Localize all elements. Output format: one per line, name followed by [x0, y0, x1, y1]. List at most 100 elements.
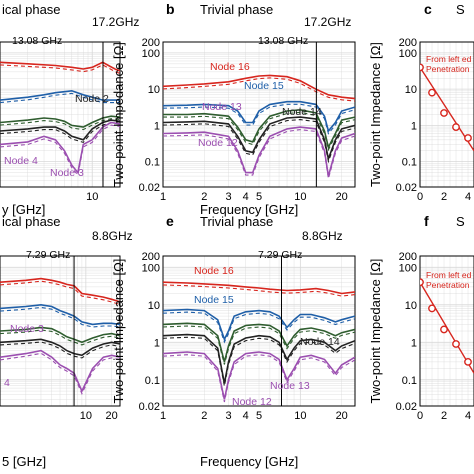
- data-point: [420, 278, 424, 287]
- x-tick-label: 20: [106, 410, 118, 422]
- node-label: Node 16: [194, 265, 234, 277]
- series-line-green: [163, 108, 355, 150]
- y-tick-label: 0.1: [145, 375, 160, 387]
- panel-title: ical phase: [2, 2, 61, 17]
- y-tick-label: 200: [142, 251, 160, 263]
- node-label: Node 14: [282, 106, 322, 118]
- x-tick-label: 1: [160, 191, 166, 203]
- y-tick-label: 0.02: [139, 182, 160, 194]
- y-tick-label: 0.02: [396, 401, 417, 413]
- marker-annotation: 13.08 GHz: [12, 35, 62, 47]
- x-axis-label: 5 [GHz]: [2, 454, 46, 469]
- y-tick-label: 100: [142, 262, 160, 274]
- x-tick-label: 3: [225, 191, 231, 203]
- x-tick-label: 10: [294, 191, 306, 203]
- y-tick-label: 10: [405, 300, 417, 312]
- y-tick-label: 1: [411, 337, 417, 349]
- marker-frequency: 8.8GHz: [302, 229, 343, 243]
- data-point: [464, 134, 472, 142]
- y-tick-label: 100: [399, 48, 417, 60]
- series-line-black: [0, 119, 120, 141]
- y-tick-label: 0.1: [402, 375, 417, 387]
- node-label: Node 12: [232, 396, 272, 408]
- panel-label: b: [166, 1, 175, 17]
- series-dashed-red: [0, 280, 120, 306]
- panel-title: S: [456, 2, 465, 17]
- series-dashed-black: [0, 341, 120, 359]
- plot-frame: [0, 41, 121, 188]
- plot-frame: [0, 255, 121, 407]
- y-axis-label: Two-point Impedance [Ω]: [111, 259, 126, 404]
- legend-entry: From left ed: [426, 270, 472, 280]
- marker-frequency: 8.8GHz: [92, 229, 133, 243]
- data-point: [452, 123, 460, 131]
- marker-annotation: 7.29 GHz: [26, 249, 70, 261]
- series-line-blue: [163, 308, 355, 342]
- node-label: 4: [4, 377, 10, 389]
- y-axis-label: Two-point Impedance [Ω]: [368, 259, 383, 404]
- x-tick-label: 10: [294, 410, 306, 422]
- series-line-red: [0, 277, 120, 303]
- data-point: [452, 340, 460, 348]
- marker-annotation: 7.29 GHz: [258, 249, 302, 261]
- legend-entry: Penetration: [426, 64, 470, 74]
- panel-title: ical phase: [2, 214, 61, 229]
- series-dashed-black: [163, 336, 355, 387]
- series-dashed-blue: [0, 306, 120, 328]
- x-tick-label: 2: [441, 410, 447, 422]
- series-dashed-purple: [0, 352, 120, 396]
- x-tick-label: 2: [201, 191, 207, 203]
- node-label: Node 14: [300, 336, 340, 348]
- x-tick-label: 2: [201, 410, 207, 422]
- data-point: [464, 357, 472, 366]
- series-dashed-blue: [163, 103, 355, 135]
- plot-area-c: [420, 63, 474, 152]
- plot-area-e: [163, 256, 355, 406]
- panel-title: S: [456, 214, 465, 229]
- plot-area-a: [0, 42, 120, 187]
- x-tick-label: 0: [417, 410, 423, 422]
- data-point: [440, 109, 448, 117]
- y-tick-label: 0.02: [396, 182, 417, 194]
- y-tick-label: 1: [154, 337, 160, 349]
- y-tick-label: 100: [399, 262, 417, 274]
- data-point: [440, 325, 448, 334]
- data-point: [420, 63, 424, 72]
- grid-f: [420, 256, 474, 406]
- node-label: Node 3: [10, 323, 44, 335]
- plot-area-b: [163, 42, 355, 187]
- x-tick-label: 4: [243, 410, 249, 422]
- legend-entry: From left ed: [426, 54, 472, 64]
- series-dashed-purple: [0, 124, 120, 177]
- x-tick-label: 1: [160, 410, 166, 422]
- x-tick-label: 0: [417, 191, 423, 203]
- plot-area-d: [0, 256, 120, 406]
- series-line-blue: [163, 100, 355, 133]
- node-label: Node 15: [194, 294, 234, 306]
- panel-title: Trivial phase: [200, 2, 273, 17]
- y-tick-label: 200: [399, 251, 417, 263]
- series-dashed-purple: [163, 129, 355, 179]
- y-axis-label: Two-point Impedance [Ω]: [111, 42, 126, 187]
- marker-frequency: 17.2GHz: [92, 15, 139, 29]
- y-tick-label: 200: [399, 37, 417, 49]
- x-tick-label: 20: [336, 191, 348, 203]
- y-tick-label: 10: [405, 84, 417, 96]
- marker-frequency: 17.2GHz: [304, 15, 351, 29]
- y-tick-label: 0.02: [139, 401, 160, 413]
- x-axis-label: y [GHz]: [2, 202, 45, 217]
- y-tick-label: 10: [148, 300, 160, 312]
- series-line-red: [163, 74, 355, 100]
- y-tick-label: 0.1: [402, 157, 417, 169]
- y-tick-label: 0.1: [145, 157, 160, 169]
- series-line-blue: [0, 303, 120, 326]
- series-line-red: [163, 281, 355, 295]
- panel-d: 10 20 ical phase 8.8GHz 7.29 GHz 5 [GHz] Node …: [0, 214, 133, 469]
- data-point: [428, 304, 436, 313]
- series-dashed-green: [163, 325, 355, 365]
- series-line-purple: [163, 126, 355, 177]
- series-dashed-red: [163, 284, 355, 297]
- node-label: Node 13: [202, 101, 242, 113]
- x-tick-label: 20: [336, 410, 348, 422]
